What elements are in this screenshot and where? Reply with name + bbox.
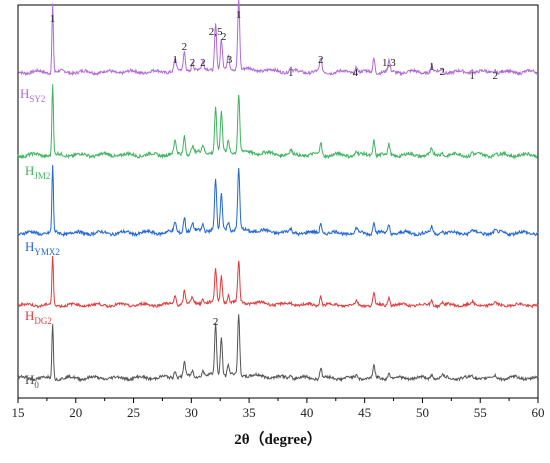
peak-label: 2 xyxy=(318,54,324,66)
series-label-sy2: HSY2 xyxy=(20,86,45,104)
series-label-0: H0 xyxy=(25,372,39,390)
x-tick-label: 25 xyxy=(127,405,140,420)
peak-label: 2,5 xyxy=(209,26,223,38)
peak-label: 1 xyxy=(236,9,242,21)
peak-label: 2 xyxy=(439,66,445,78)
series-labels: HSY2 HJM2 HYMX2 HDG2 H0 xyxy=(20,86,60,390)
peak-label: 1 xyxy=(50,13,56,25)
series-label-ymx2: HYMX2 xyxy=(25,239,60,257)
x-tick-label: 40 xyxy=(300,405,313,420)
peak-label: 2 xyxy=(190,57,196,69)
x-axis: 15 20 25 30 35 40 45 50 55 60 xyxy=(12,398,545,420)
x-tick-label: 15 xyxy=(12,405,25,420)
peak-label: 2 xyxy=(200,57,206,69)
series-line-jm2 xyxy=(17,84,539,160)
x-tick-label: 20 xyxy=(69,405,82,420)
peak-label: 2 xyxy=(213,316,219,328)
x-tick-label: 50 xyxy=(416,405,429,420)
peak-label: 2 xyxy=(492,70,498,82)
x-tick-label: 55 xyxy=(474,405,487,420)
series-line-dg2 xyxy=(17,256,539,310)
peak-label: 3 xyxy=(227,54,233,66)
x-tick-label: 30 xyxy=(185,405,198,420)
peak-label: 2 xyxy=(221,31,227,43)
plot-area xyxy=(17,0,539,399)
x-tick-label: 45 xyxy=(358,405,371,420)
peak-label: 4 xyxy=(353,67,359,79)
peak-label: 1 xyxy=(172,54,178,66)
peak-label: 1,3 xyxy=(382,57,396,69)
series-label-jm2: HJM2 xyxy=(25,163,50,181)
series-label-dg2: HDG2 xyxy=(25,308,52,326)
peak-label: 2 xyxy=(182,41,188,53)
peak-label: 1 xyxy=(429,61,435,73)
series-line-ymx2 xyxy=(17,164,539,238)
x-tick-label: 60 xyxy=(532,405,545,420)
peak-label: 1 xyxy=(469,70,475,82)
x-tick-label: 35 xyxy=(243,405,256,420)
series-line-0 xyxy=(17,314,539,383)
x-axis-title: 2θ（degree） xyxy=(234,430,322,448)
plot-frame xyxy=(17,4,539,399)
series-line-sy2 xyxy=(17,0,539,77)
peak-label: 1 xyxy=(288,67,294,79)
